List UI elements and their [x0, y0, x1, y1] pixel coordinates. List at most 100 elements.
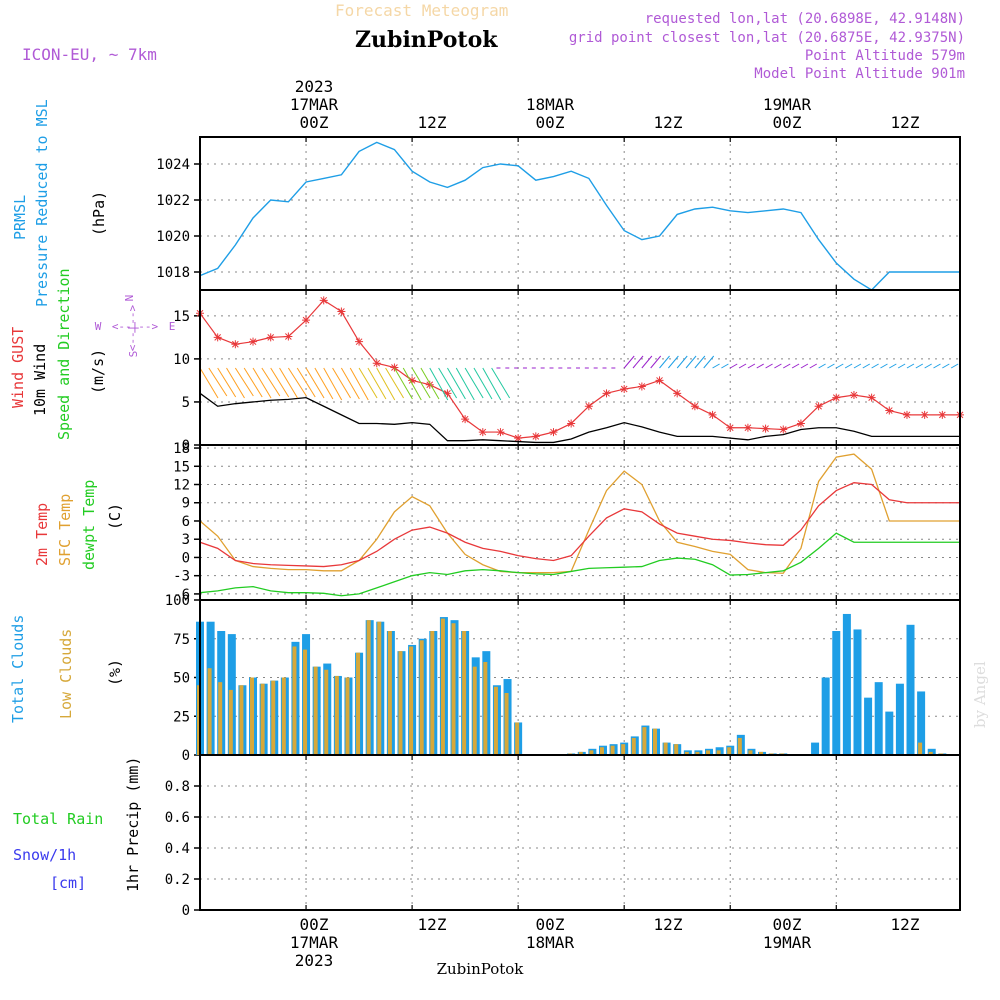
low-cloud-bar — [440, 618, 445, 755]
gust-marker — [938, 410, 947, 419]
wind-arrow — [332, 367, 351, 399]
compass-north: N — [123, 295, 136, 302]
temp-unit: (C) — [106, 503, 124, 530]
low-cloud-bar — [737, 737, 742, 755]
clouds-ytick-label-3: 75 — [173, 632, 190, 648]
gust-marker — [885, 406, 894, 415]
low-cloud-bar — [250, 677, 255, 755]
low-cloud-bar — [706, 750, 711, 755]
gust-marker — [319, 296, 328, 305]
sfc-temp-series-line — [199, 453, 960, 574]
temperature-ytick-label-5: 9 — [182, 496, 190, 512]
low-cloud-bar — [653, 728, 657, 755]
wind-arrow — [906, 363, 915, 369]
precip-cm-label: [cm] — [50, 874, 86, 892]
gust-marker — [249, 337, 258, 346]
watermark: by Angel — [971, 661, 989, 728]
compass-south: S — [127, 351, 140, 358]
wind-arrow — [889, 363, 897, 369]
wind-arrow — [685, 355, 697, 369]
top-day-label-1: 17MAR — [290, 95, 339, 114]
wind-arrow — [226, 367, 245, 399]
low-cloud-bar — [366, 620, 371, 755]
wind-arrow — [340, 367, 360, 400]
wind-arrow — [358, 367, 378, 399]
plot-area: 1018102010221024051015-6-303691215180255… — [156, 136, 964, 919]
low-cloud-bar — [345, 677, 350, 755]
wind-arrow — [747, 363, 756, 369]
wind-arrow — [199, 367, 219, 399]
precip-mm-label: 1hr Precip (mm) — [124, 757, 142, 892]
low-cloud-bar — [409, 646, 414, 755]
gust-marker — [284, 332, 293, 341]
wind-arrow — [429, 367, 449, 401]
low-cloud-bar — [260, 683, 265, 755]
low-cloud-bar — [313, 666, 318, 755]
wind-arrow — [473, 367, 493, 400]
low-cloud-bar — [599, 747, 604, 755]
wind-panel: 0 5 10 15 — [173, 290, 964, 454]
wind-arrow — [729, 363, 738, 369]
total-cloud-bar — [874, 682, 883, 755]
low-cloud-bar — [589, 750, 594, 755]
wind-arrow — [349, 367, 369, 401]
low-cloud-bar — [334, 675, 339, 755]
temperature-ytick-label-0: -6 — [173, 587, 190, 603]
wind-arrow — [623, 355, 635, 369]
wind-unit: (m/s) — [89, 349, 107, 394]
wind-arrow — [243, 367, 263, 398]
faded-title: Forecast Meteogram — [335, 1, 508, 20]
wind-arrow — [270, 367, 290, 398]
low-cloud-bar — [663, 742, 668, 755]
gust-marker — [584, 402, 593, 411]
wind-arrow — [880, 363, 888, 369]
pressure-label-2: Pressure Reduced to MSL — [33, 99, 51, 307]
gust-markers — [196, 296, 964, 443]
pressure-ytick-label-2: 1022 — [156, 193, 190, 209]
temperature-ytick-label-3: 3 — [182, 532, 190, 548]
total-cloud-bar — [895, 683, 904, 755]
wind-dir-label: Speed and Direction — [55, 268, 73, 440]
wind10-series-line — [199, 392, 960, 444]
wind-10m-label: 10m Wind — [31, 344, 49, 416]
gust-marker — [637, 382, 646, 391]
pressure-ytick-label-3: 1024 — [156, 157, 190, 173]
gust-marker — [302, 316, 311, 325]
station-title: ZubinPotok — [355, 27, 498, 53]
gust-marker — [867, 393, 876, 402]
gust-marker — [390, 363, 399, 372]
clouds-ytick-label-2: 50 — [173, 671, 190, 687]
gust-marker — [531, 432, 540, 441]
low-cloud-bar — [324, 669, 329, 755]
low-cloud-bar — [642, 727, 647, 755]
pressure-unit: (hPa) — [90, 191, 108, 236]
gust-marker — [902, 410, 911, 419]
low-cloud-bar — [928, 751, 933, 755]
gust-marker — [425, 380, 434, 389]
precip-ytick-label-1: 0.2 — [165, 872, 190, 888]
low-cloud-bar — [419, 640, 424, 755]
gust-marker — [690, 402, 699, 411]
gust-marker — [496, 428, 505, 437]
cloud-bars — [196, 613, 947, 755]
low-cloud-bar — [695, 751, 700, 755]
wind-arrow — [809, 363, 818, 369]
wind-arrow — [491, 367, 511, 399]
wind-ytick-label-2: 10 — [173, 352, 190, 368]
gust-marker — [832, 393, 841, 402]
gust-marker — [355, 337, 364, 346]
wind-arrow — [323, 367, 343, 401]
total-cloud-bar — [832, 631, 841, 755]
temperature-ytick-label-4: 6 — [182, 514, 190, 530]
low-cloud-bar — [674, 744, 679, 755]
low-cloud-bar — [271, 680, 276, 755]
low-cloud-bar — [748, 750, 753, 755]
wind-arrow — [447, 367, 466, 400]
wind-arrow — [385, 367, 405, 399]
wind-arrow — [455, 367, 475, 401]
gust-marker — [514, 434, 523, 443]
wind-arrow — [853, 363, 862, 369]
wind-arrow — [694, 355, 706, 369]
bottom-hour-label-3: 00Z — [536, 915, 565, 934]
